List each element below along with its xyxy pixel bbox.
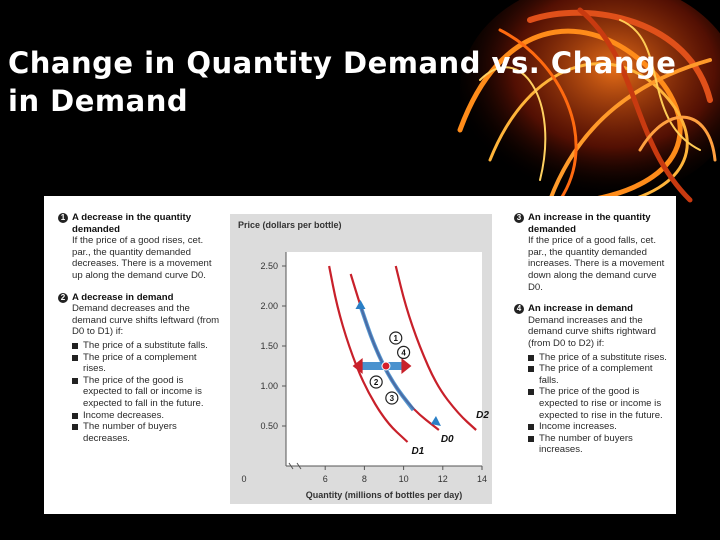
callout-number-icon: 1 xyxy=(58,213,68,223)
down-movement-arrow-icon xyxy=(430,416,441,426)
callout-number-icon: 3 xyxy=(514,213,524,223)
x-tick-label: 12 xyxy=(438,474,448,484)
decorative-swirl-image xyxy=(457,0,720,207)
y-tick-label: 1.00 xyxy=(260,381,278,391)
x-tick-label: 6 xyxy=(323,474,328,484)
callout-number-icon: 4 xyxy=(514,304,524,315)
callout-label: 3 xyxy=(390,394,395,403)
left-explanation-panel: 1 A decrease in the quantity demanded If… xyxy=(58,212,222,454)
callout-circle xyxy=(369,375,383,389)
list-item: The price of a substitute falls. xyxy=(72,340,222,352)
demand-curve-d2 xyxy=(394,265,477,431)
y-axis-label: Price (dollars per bottle) xyxy=(238,220,342,230)
bullet-list: The price of a substitute falls. The pri… xyxy=(58,340,222,444)
list-item: Income increases. xyxy=(528,421,670,433)
section-increase-in-demand: 4 An increase in demand Demand increases… xyxy=(514,303,670,456)
y-tick-label: 2.00 xyxy=(260,301,278,311)
right-explanation-panel: 3 An increase in the quantity demanded I… xyxy=(514,212,670,466)
section-title: An increase in demand xyxy=(528,303,634,315)
callout-label: 4 xyxy=(401,348,406,357)
section-body: Demand increases and the demand curve sh… xyxy=(528,314,656,349)
list-item: The number of buyers decreases. xyxy=(72,421,222,444)
right-shift-arrow-icon xyxy=(401,358,412,374)
list-item: The price of the good is expected to ris… xyxy=(528,386,670,421)
x-tick-label: 0 xyxy=(241,474,246,484)
x-tick-label: 10 xyxy=(399,474,409,484)
y-tick-label: 2.50 xyxy=(260,261,278,271)
y-tick-label: 1.50 xyxy=(260,341,278,351)
left-shift-arrow-icon xyxy=(352,358,363,374)
list-item: The price of the good is expected to fal… xyxy=(72,375,222,410)
y-tick-label: 0.50 xyxy=(260,421,278,431)
section-title: An increase in the quantity demanded xyxy=(528,212,651,235)
section-title: A decrease in the quantity demanded xyxy=(72,212,192,235)
plot-background xyxy=(286,252,482,466)
demand-chart-svg: Price (dollars per bottle) 0.50 1.00 1.50 2.… xyxy=(238,220,489,500)
up-movement-arrow-icon xyxy=(355,300,366,309)
section-increase-quantity-demanded: 3 An increase in the quantity demanded I… xyxy=(514,212,670,293)
curve-label: D1 xyxy=(411,446,424,457)
textbook-figure: 1 A decrease in the quantity demanded If… xyxy=(44,196,676,514)
list-item: The price of a complement rises. xyxy=(72,352,222,375)
demand-chart: Price (dollars per bottle) 0.50 1.00 1.50 2.… xyxy=(230,214,492,504)
bullet-list: The price of a substitute rises. The pri… xyxy=(514,352,670,456)
section-decrease-in-demand: 2 A decrease in demand Demand decreases … xyxy=(58,292,222,445)
x-tick-label: 8 xyxy=(362,474,367,484)
callout-label: 2 xyxy=(374,378,379,387)
section-body: If the price of a good rises, cet. par.,… xyxy=(72,235,212,281)
slide-title: Change in Quantity Demand vs. Change in … xyxy=(8,46,677,118)
x-tick-label: 14 xyxy=(477,474,487,484)
equilibrium-point xyxy=(381,361,391,371)
list-item: Income decreases. xyxy=(72,410,222,422)
callout-label: 1 xyxy=(394,334,399,343)
callout-number-icon: 2 xyxy=(58,292,68,303)
curve-label: D2 xyxy=(476,410,489,421)
list-item: The price of a substitute rises. xyxy=(528,352,670,364)
x-axis-label: Quantity (millions of bottles per day) xyxy=(306,490,463,500)
callout-circle xyxy=(385,391,399,405)
axis-break-mark xyxy=(288,462,302,470)
list-item: The number of buyers increases. xyxy=(528,433,670,456)
section-body: If the price of a good falls, cet. par.,… xyxy=(528,235,665,293)
section-decrease-quantity-demanded: 1 A decrease in the quantity demanded If… xyxy=(58,212,222,282)
callout-circle xyxy=(389,331,403,345)
callout-circle xyxy=(397,345,411,359)
list-item: The price of a complement falls. xyxy=(528,363,670,386)
section-title: A decrease in demand xyxy=(72,291,174,303)
curve-label: D0 xyxy=(441,434,454,445)
section-body: Demand decreases and the demand curve sh… xyxy=(72,303,220,338)
